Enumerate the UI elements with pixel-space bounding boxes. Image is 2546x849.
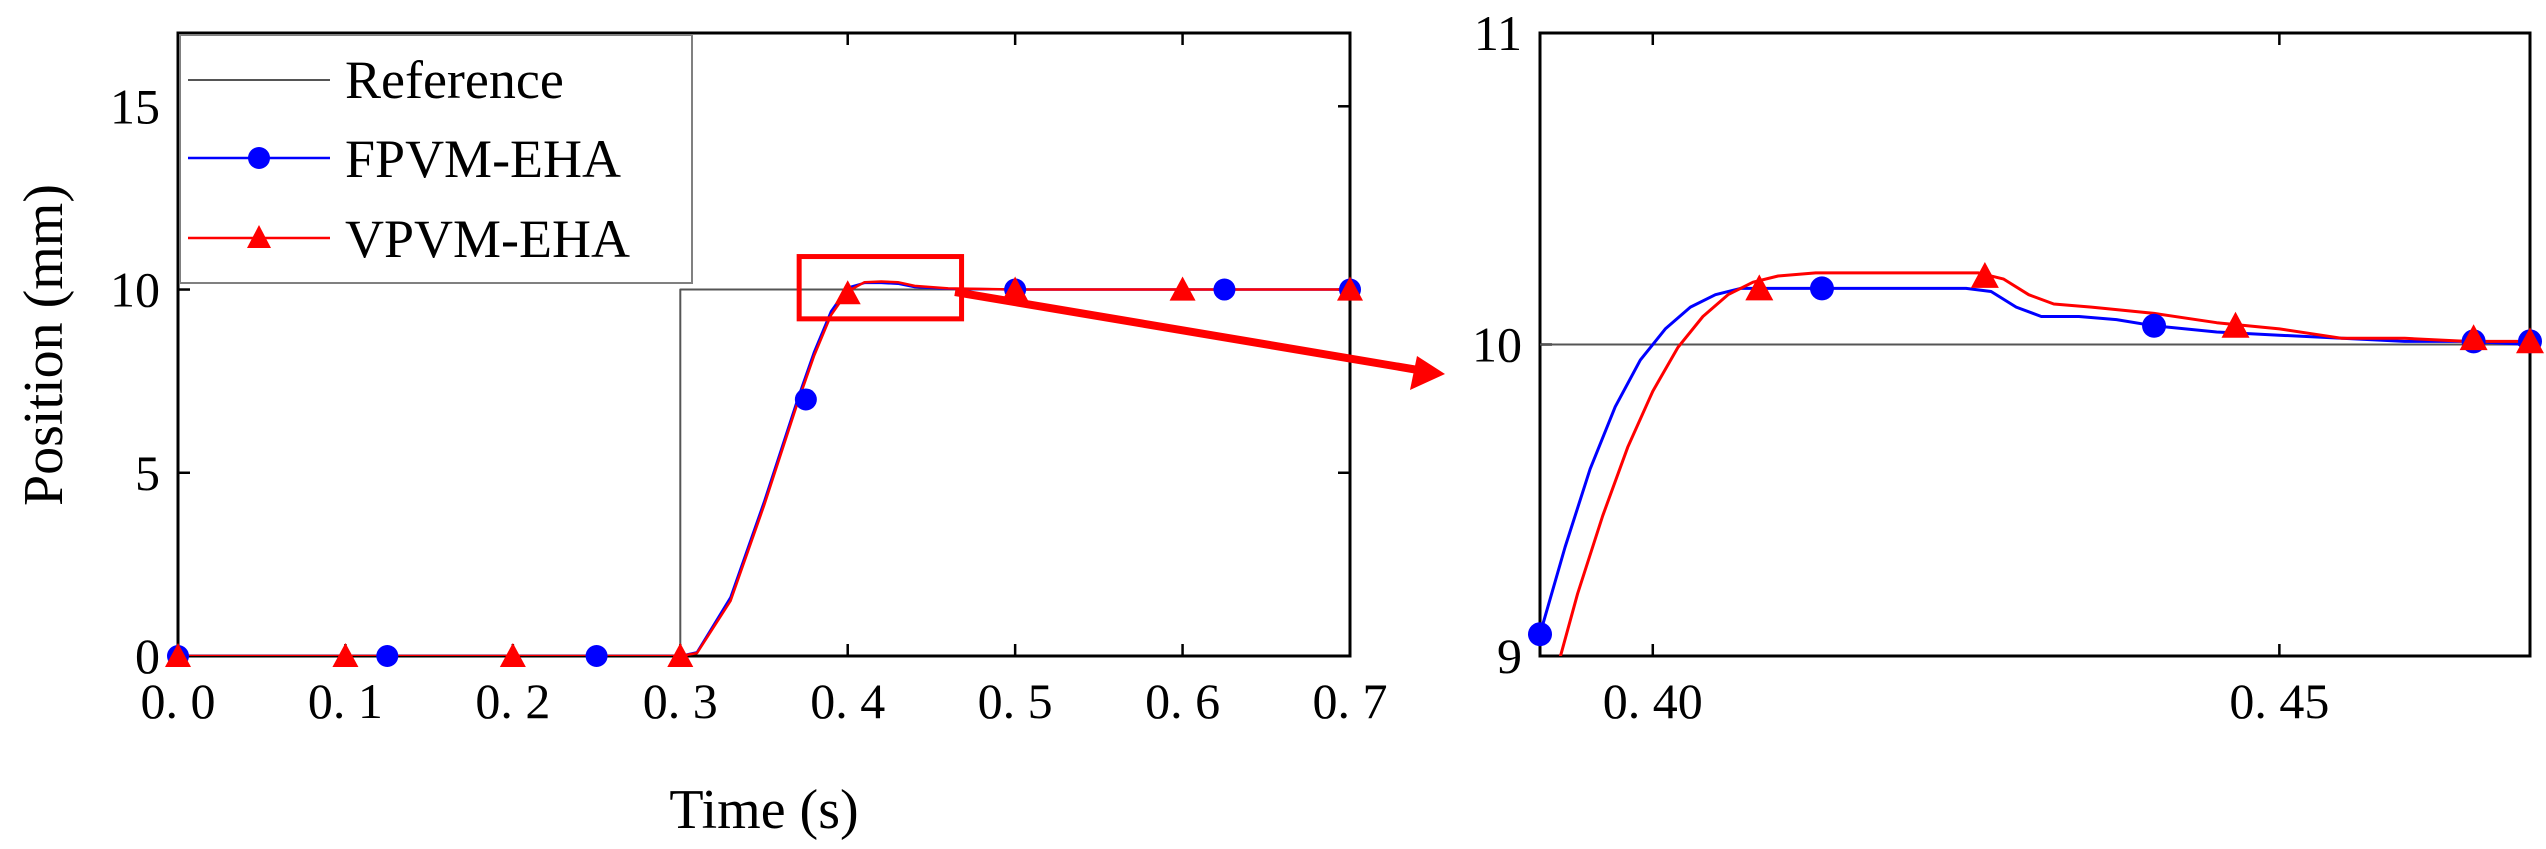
inset-y-tick-label: 11 — [1474, 5, 1522, 61]
main-y-axis-label: Position (mm) — [13, 184, 75, 506]
legend-label-reference: Reference — [345, 50, 564, 110]
main-x-tick-label: 0. 0 — [141, 673, 216, 729]
inset-marker-fpvm-eha — [1528, 622, 1552, 647]
main-plot-frame — [176, 31, 1352, 658]
zoom-arrow-icon — [954, 288, 1445, 390]
inset-y-tick-label: 9 — [1497, 628, 1522, 684]
legend-label-vpvm: VPVM-EHA — [345, 209, 630, 269]
inset-x-tick-label: 0. 45 — [2229, 673, 2329, 729]
inset-markers — [1528, 261, 2544, 647]
main-series-line-reference — [178, 288, 1350, 656]
inset-marker-vpvm-eha — [1970, 261, 1999, 288]
main-x-tick-label: 0. 5 — [978, 673, 1053, 729]
legend: Reference FPVM-EHA VPVM-EHA — [179, 34, 693, 284]
main-x-tick-label: 0. 1 — [308, 673, 383, 729]
main-x-tick-label: 0. 6 — [1145, 673, 1220, 729]
main-x-tick-label: 0. 2 — [475, 673, 550, 729]
main-markers — [165, 276, 1363, 668]
inset-series-line-vpvm-eha — [1558, 271, 2530, 656]
main-y-tick-label: 0 — [135, 628, 160, 684]
main-marker-vpvm-eha — [499, 643, 526, 668]
inset-marker-fpvm-eha — [2142, 313, 2167, 338]
zoom-region-box — [796, 254, 965, 322]
legend-entry-fpvm: FPVM-EHA — [188, 129, 621, 189]
main-plot: 0. 0 0. 1 0. 2 0. 3 0. 4 0. 5 0. 6 0. 7 0 5 10 15 T… — [13, 31, 1445, 841]
inset-plot: 0. 40 0. 45 9 10 11 — [1472, 5, 2544, 729]
main-series — [178, 280, 1350, 656]
inset-marker-vpvm-eha — [2221, 311, 2250, 338]
main-marker-vpvm-eha — [1337, 276, 1363, 301]
main-ticks: 0. 0 0. 1 0. 2 0. 3 0. 4 0. 5 0. 6 0. 7 0 5 10 15 — [110, 33, 1388, 729]
inset-marker-vpvm-eha — [2516, 327, 2544, 354]
main-y-tick-label: 15 — [110, 78, 160, 134]
main-x-tick-label: 0. 7 — [1313, 673, 1388, 729]
main-y-tick-label: 5 — [135, 445, 160, 501]
main-x-axis-label: Time (s) — [669, 779, 858, 841]
main-marker-vpvm-eha — [1002, 276, 1029, 301]
inset-y-tick-label: 10 — [1472, 317, 1522, 373]
legend-label-fpvm: FPVM-EHA — [345, 129, 621, 189]
main-marker-vpvm-eha — [667, 643, 694, 668]
legend-triangle-marker-icon — [247, 225, 271, 248]
inset-marker-vpvm-eha — [2459, 324, 2488, 351]
inset-ticks: 0. 40 0. 45 9 10 11 — [1472, 5, 2530, 729]
main-marker-fpvm-eha — [794, 388, 817, 411]
main-marker-fpvm-eha — [1213, 278, 1236, 301]
main-x-tick-label: 0. 4 — [810, 673, 885, 729]
legend-entry-reference: Reference — [188, 50, 564, 110]
main-y-tick-label: 10 — [110, 262, 160, 318]
inset-x-tick-label: 0. 40 — [1603, 673, 1703, 729]
main-marker-vpvm-eha — [1169, 276, 1196, 301]
inset-series-line-fpvm-eha — [1540, 286, 2530, 635]
main-x-tick-label: 0. 3 — [643, 673, 718, 729]
legend-entry-vpvm: VPVM-EHA — [188, 209, 630, 269]
inset-marker-fpvm-eha — [1809, 276, 1834, 301]
main-marker-vpvm-eha — [834, 280, 861, 305]
inset-series — [1540, 271, 2530, 656]
legend-circle-marker-icon — [248, 147, 270, 169]
main-marker-vpvm-eha — [165, 643, 191, 668]
main-marker-vpvm-eha — [332, 643, 359, 668]
inset-marker-vpvm-eha — [1745, 274, 1774, 301]
main-series-line-vpvm-eha — [178, 280, 1350, 656]
main-series-line-fpvm-eha — [178, 281, 1350, 656]
main-marker-fpvm-eha — [585, 645, 608, 667]
main-marker-fpvm-eha — [376, 645, 399, 667]
